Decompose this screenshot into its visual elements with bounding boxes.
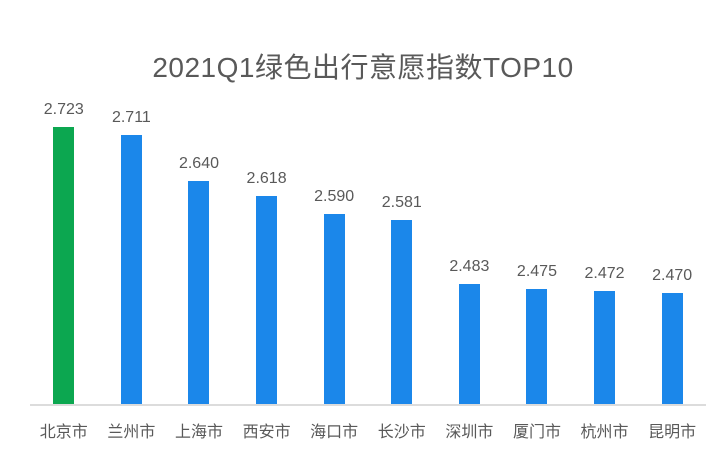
bar-value-label: 2.711 bbox=[111, 108, 151, 126]
x-axis-label-昆明市: 昆明市 bbox=[648, 424, 697, 441]
bar-column: 2.475 bbox=[503, 109, 571, 404]
bar-column: 2.723 bbox=[30, 101, 98, 404]
bar-value-label: 2.618 bbox=[246, 169, 287, 187]
bar-长沙市: 2.581 bbox=[382, 194, 422, 404]
plot-area: 2.723 2.711 2.640 2.618 2.590 2.581 2.483 2.475… bbox=[30, 101, 706, 406]
bar-上海市: 2.640 bbox=[179, 155, 219, 404]
x-axis-label-深圳市: 深圳市 bbox=[445, 424, 494, 441]
bar-厦门市: 2.475 bbox=[517, 263, 557, 404]
bar-深圳市: 2.483 bbox=[449, 258, 489, 404]
bar-column: 2.472 bbox=[571, 109, 639, 404]
bar-value-label: 2.581 bbox=[381, 193, 422, 211]
x-axis-label-杭州市: 杭州市 bbox=[580, 424, 629, 441]
bar-value-label: 2.590 bbox=[314, 187, 355, 205]
bar-value-label: 2.640 bbox=[178, 155, 220, 173]
bar-column: 2.470 bbox=[638, 109, 706, 404]
bar-column: 2.483 bbox=[436, 109, 504, 404]
bar-value-label: 2.475 bbox=[516, 263, 557, 281]
bar-杭州市: 2.472 bbox=[585, 265, 625, 404]
bar-兰州市: 2.711 bbox=[112, 109, 151, 404]
chart-title: 2021Q1绿色出行意愿指数TOP10 bbox=[152, 52, 574, 83]
bar-column: 2.590 bbox=[300, 109, 368, 404]
bar-column: 2.618 bbox=[233, 109, 301, 404]
x-axis-label-上海市: 上海市 bbox=[174, 424, 223, 441]
x-axis-label-兰州市: 兰州市 bbox=[107, 424, 156, 441]
x-axis-label-厦门市: 厦门市 bbox=[512, 424, 561, 441]
bar-海口市: 2.590 bbox=[314, 188, 354, 404]
bar-value-label: 2.723 bbox=[43, 100, 84, 118]
bar-column: 2.581 bbox=[368, 109, 436, 404]
x-axis-label-北京市: 北京市 bbox=[39, 424, 88, 441]
bar-value-label: 2.472 bbox=[584, 265, 625, 283]
x-axis-label-西安市: 西安市 bbox=[242, 424, 291, 441]
x-axis-label-海口市: 海口市 bbox=[310, 424, 359, 441]
bar-value-label: 2.470 bbox=[652, 266, 693, 284]
bar-北京市: 2.723 bbox=[44, 101, 84, 404]
bar-value-label: 2.483 bbox=[449, 258, 490, 276]
bar-西安市: 2.618 bbox=[247, 170, 287, 404]
x-axis-labels: 北京市 兰州市 上海市 西安市 海口市 长沙市 深圳市 厦门市 杭州市 昆明市 bbox=[30, 418, 706, 442]
bar-column: 2.640 bbox=[165, 109, 233, 404]
bar-昆明市: 2.470 bbox=[652, 267, 692, 404]
x-axis-label-长沙市: 长沙市 bbox=[377, 424, 426, 441]
bar-column: 2.711 bbox=[98, 109, 166, 404]
